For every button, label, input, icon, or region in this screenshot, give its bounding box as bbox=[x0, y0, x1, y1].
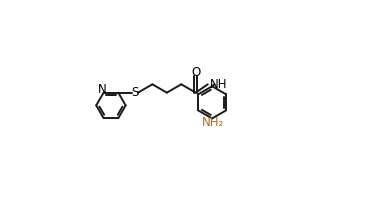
Text: NH: NH bbox=[210, 78, 228, 91]
Text: N: N bbox=[98, 83, 106, 96]
Text: NH₂: NH₂ bbox=[201, 116, 224, 129]
Text: S: S bbox=[131, 86, 139, 99]
Text: O: O bbox=[191, 66, 200, 79]
